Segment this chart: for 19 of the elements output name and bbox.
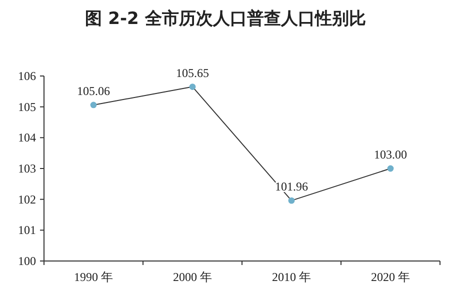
y-tick-label: 104 [18,130,36,145]
y-tick-label: 101 [18,223,36,238]
point [90,102,97,108]
title: 图 2-2 全市历次人口普查人口性别比 [85,9,366,29]
y-tick-label: 102 [18,192,36,206]
text: 105.06 [77,84,110,98]
point [189,84,196,90]
y-tick-label: 105 [18,100,36,114]
text: 103.00 [374,148,407,162]
y-tick-label: 103 [18,162,36,176]
y-tick-label: 106 [18,69,36,83]
x-tick-label: 1990 年 [74,270,113,284]
x-tick-label: 2020 年 [371,270,410,284]
text: 105.65 [176,66,209,80]
x-tick-label: 2010 年 [272,270,311,284]
point [288,197,295,204]
y-tick-label: 100 [18,254,36,268]
x-tick-label: 2000 年 [173,270,212,284]
point [387,165,394,172]
